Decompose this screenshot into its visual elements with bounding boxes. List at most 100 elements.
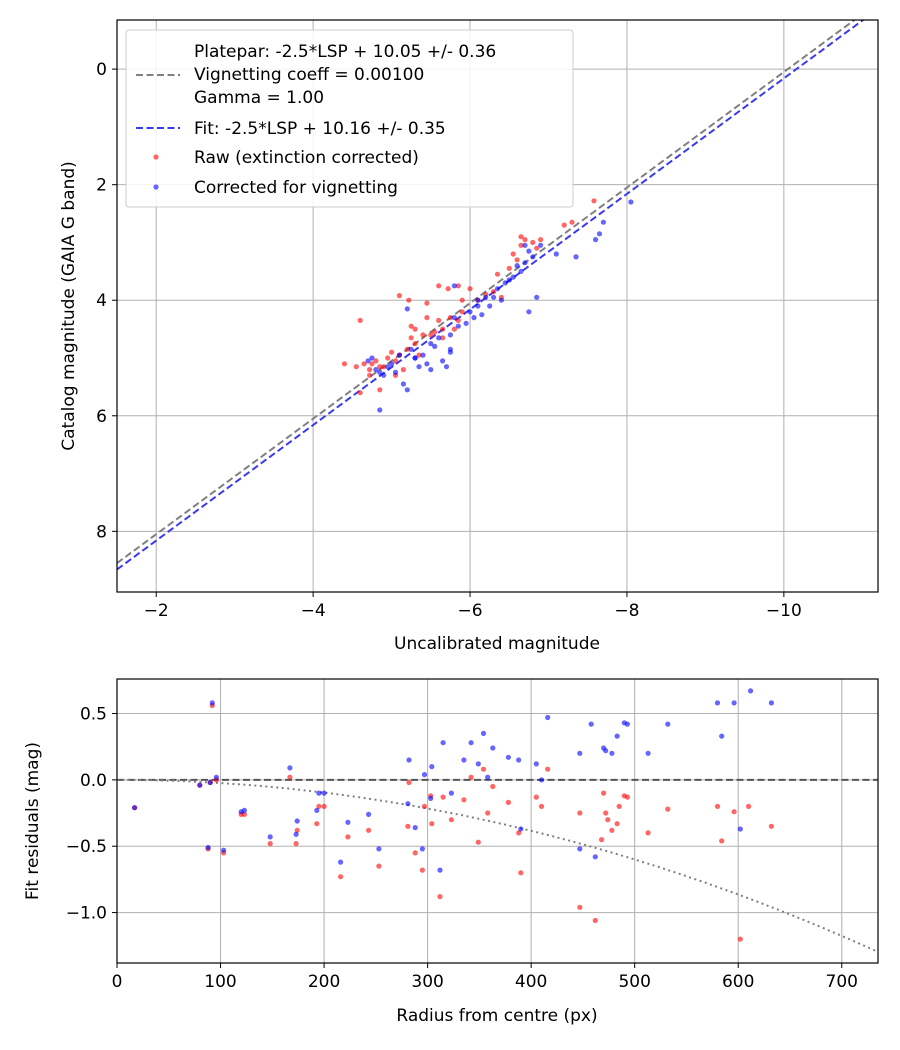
top-raw-point [538,237,544,243]
top-raw-point [361,361,367,367]
top-corrected-point [573,254,579,260]
bot-raw-point [366,827,372,833]
top-corrected-point [510,274,516,280]
bot-xtick-label: 400 [515,972,547,992]
bot-raw-point [461,797,467,803]
bot-raw-point [599,837,605,843]
bot-corrected-point [221,847,227,853]
top-corrected-point [522,242,528,248]
bot-corrected-point [207,779,213,786]
bot-corrected-point [614,733,620,739]
top-scatter-points [341,198,634,413]
top-raw-point [392,358,399,364]
top-corrected-point [538,242,544,248]
bot-corrected-point [293,831,299,837]
legend-corrected-marker [153,184,159,190]
top-raw-point [518,242,524,248]
bot-raw-point [533,794,539,800]
bot-raw-point [714,803,721,810]
top-corrected-point [463,320,469,326]
top-corrected-point [447,346,453,352]
bot-raw-point [505,799,511,806]
top-corrected-point [518,268,524,274]
bot-xtick-label: 0 [112,972,123,992]
top-raw-point [591,198,597,204]
bot-raw-point [616,803,622,810]
bot-raw-point [592,917,598,924]
bot-raw-point [267,841,273,847]
legend-platepar-line-2: Vignetting coeff = 0.00100 [194,65,424,85]
top-raw-point [369,361,375,367]
top-platepar-line [117,20,857,564]
bot-corrected-point [429,764,435,770]
top-raw-point [389,349,395,355]
top-corrected-point [487,303,493,309]
bot-corrected-point [213,774,219,780]
bot-corrected-point [480,730,487,737]
bot-raw-point [440,794,446,800]
bot-raw-point [294,827,300,833]
top-corrected-point [526,309,532,315]
top-raw-point [436,283,442,289]
top-corrected-point [593,237,599,243]
top-corrected-point [428,367,434,373]
bot-corrected-point [505,754,511,760]
top-corrected-point [436,335,442,341]
bot-corrected-point [577,846,583,852]
top-raw-point [404,346,410,352]
bot-raw-point [601,790,607,796]
bot-raw-point [645,830,651,836]
bot-corrected-point [448,790,454,796]
top-axes-frame [116,19,879,593]
bot-corrected-point [533,761,539,767]
top-raw-point [357,390,363,396]
top-raw-point [424,315,430,321]
top-raw-point [522,237,528,243]
bot-ytick-label: −0.5 [66,837,107,857]
bot-raw-point [321,803,327,810]
bot-raw-point [518,870,524,876]
legend-raw-marker [153,154,159,160]
bot-xtick-label: 300 [411,972,443,992]
bot-corrected-point [518,826,524,832]
bot-raw-point [448,817,454,823]
bot-corrected-point [645,750,651,756]
top-corrected-point [526,248,532,254]
bot-corrected-point [321,790,327,796]
bot-raw-point [490,783,496,790]
top-raw-point [381,364,387,370]
bottom-ylabel: Fit residuals (mag) [23,742,43,900]
top-raw-point [518,234,524,240]
legend-platepar-line-1: Platepar: -2.5*LSP + 10.05 +/- 0.36 [194,42,496,62]
legend-platepar-line-3: Gamma = 1.00 [194,88,324,108]
bottom-reference-lines [117,778,878,953]
bot-corrected-point [205,844,211,851]
bot-raw-point [421,803,428,810]
top-corrected-point [385,364,391,370]
bot-corrected-point [731,700,737,706]
top-corrected-point [432,343,438,349]
top-corrected-point [475,297,481,303]
top-raw-point [406,297,412,303]
bot-raw-point [480,766,487,772]
top-xtick-label: −8 [614,601,639,621]
top-corrected-point [404,387,410,393]
top-raw-point [408,335,414,341]
bot-xtick-label: 100 [204,972,236,992]
top-xtick-label: −4 [301,601,326,621]
top-raw-point [440,326,446,332]
top-corrected-point [506,277,512,283]
bot-raw-point [577,810,583,816]
top-corrected-point [373,367,379,373]
top-raw-point [416,352,422,358]
bot-raw-point [746,803,752,810]
top-raw-point [455,317,461,323]
bot-raw-point [468,774,474,780]
bot-raw-point [316,803,322,810]
top-corrected-point [440,358,446,364]
bot-corrected-point [475,761,481,767]
bot-corrected-point [592,854,598,860]
top-ylabel: Catalog magnitude (GAIA G band) [59,161,79,451]
top-corrected-point [443,364,450,370]
